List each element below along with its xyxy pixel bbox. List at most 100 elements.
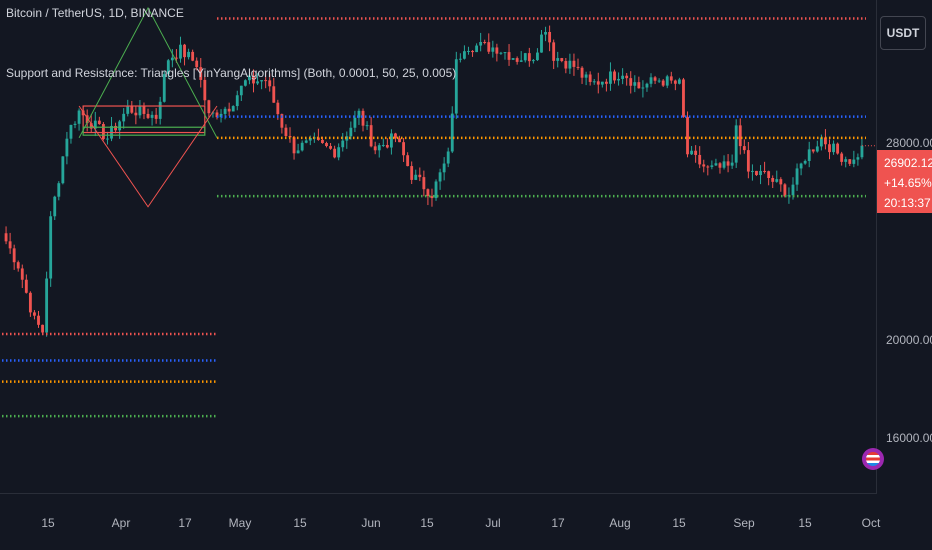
candle-body bbox=[811, 149, 815, 152]
candle-body bbox=[515, 58, 519, 62]
candle-body bbox=[471, 50, 474, 53]
candle-body bbox=[426, 189, 430, 197]
candle-body bbox=[142, 105, 146, 114]
candle-body bbox=[450, 113, 454, 152]
candle-body bbox=[49, 216, 53, 279]
candle-body bbox=[122, 113, 126, 122]
candle-body bbox=[832, 143, 835, 153]
candle-body bbox=[718, 163, 722, 168]
candle-body bbox=[609, 71, 612, 84]
candle-body bbox=[170, 57, 174, 61]
candle-body bbox=[239, 85, 243, 96]
candle-body bbox=[779, 179, 783, 185]
candle-body bbox=[511, 58, 515, 60]
candle-body bbox=[686, 116, 689, 155]
candle-body bbox=[576, 66, 580, 68]
indicator-legend[interactable]: Support and Resistance: Triangles [YinYa… bbox=[6, 66, 457, 80]
candle-body bbox=[28, 292, 32, 313]
time-label: 15 bbox=[798, 516, 812, 530]
candle-body bbox=[799, 163, 803, 169]
candle-body bbox=[499, 52, 503, 54]
candle-body bbox=[828, 144, 831, 153]
price-change: +14.65% bbox=[884, 176, 932, 190]
candle-body bbox=[195, 60, 199, 68]
candle-body bbox=[629, 78, 633, 86]
time-label: 15 bbox=[672, 516, 686, 530]
range-box bbox=[82, 105, 206, 134]
candle-body bbox=[653, 77, 657, 81]
candle-body bbox=[394, 133, 397, 139]
candle-body bbox=[746, 150, 750, 172]
candle-body bbox=[759, 170, 762, 176]
candle-body bbox=[714, 163, 718, 166]
candle-body bbox=[637, 82, 641, 89]
candle-body bbox=[252, 75, 255, 84]
candle-body bbox=[296, 150, 300, 154]
candle-body bbox=[130, 106, 134, 113]
candle-body bbox=[134, 112, 138, 116]
candle-body bbox=[215, 112, 219, 118]
candle-body bbox=[268, 80, 272, 87]
time-label: Oct bbox=[861, 516, 881, 530]
candle-body bbox=[536, 52, 539, 61]
bar-countdown: 20:13:37 bbox=[884, 196, 931, 210]
candle-body bbox=[848, 159, 852, 164]
candle-body bbox=[166, 60, 170, 75]
candle-body bbox=[24, 279, 28, 293]
candle-body bbox=[16, 262, 20, 269]
candle-body bbox=[260, 80, 264, 82]
candle-body bbox=[742, 146, 746, 151]
symbol-title[interactable]: Bitcoin / TetherUS, 1D, BINANCE bbox=[6, 6, 184, 20]
candle-body bbox=[304, 140, 308, 143]
candle-body bbox=[349, 127, 353, 137]
candle-body bbox=[280, 114, 284, 128]
candle-body bbox=[852, 159, 856, 164]
candle-body bbox=[665, 76, 669, 86]
time-label: 15 bbox=[420, 516, 434, 530]
candle-body bbox=[414, 174, 418, 180]
candle-body bbox=[199, 67, 203, 80]
candle-body bbox=[61, 156, 65, 184]
candle-body bbox=[243, 80, 247, 86]
candle-body bbox=[860, 145, 864, 158]
candle-body bbox=[402, 142, 405, 156]
candle-body bbox=[580, 67, 584, 78]
price-label: 16000.00 bbox=[886, 431, 932, 445]
time-label: Sep bbox=[733, 516, 755, 530]
candle-body bbox=[430, 196, 434, 199]
candle-body bbox=[191, 51, 195, 61]
candle-body bbox=[207, 100, 211, 114]
candle-body bbox=[365, 125, 369, 127]
time-label: Apr bbox=[111, 516, 131, 530]
currency-button[interactable]: USDT bbox=[880, 16, 926, 50]
candle-body bbox=[548, 31, 552, 43]
candle-body bbox=[89, 123, 93, 129]
candle-body bbox=[389, 133, 393, 148]
candle-body bbox=[755, 170, 758, 176]
candle-body bbox=[730, 162, 734, 166]
candle-body bbox=[454, 59, 458, 114]
candle-body bbox=[341, 140, 345, 148]
candle-body bbox=[706, 166, 710, 168]
candle-body bbox=[702, 164, 706, 167]
candle-body bbox=[321, 139, 324, 144]
candle-body bbox=[235, 95, 239, 107]
candle-body bbox=[487, 42, 491, 52]
candle-body bbox=[329, 146, 332, 149]
candle-body bbox=[126, 106, 130, 114]
flag-icon[interactable] bbox=[862, 448, 884, 470]
candle-body bbox=[751, 170, 754, 172]
candle-body bbox=[734, 125, 738, 163]
range-box bbox=[82, 126, 206, 136]
candle-body bbox=[101, 124, 105, 140]
candle-body bbox=[138, 105, 142, 116]
candle-body bbox=[519, 60, 523, 62]
last-price-badge: 26902.12 +14.65% 20:13:37 bbox=[877, 150, 932, 213]
candle-body bbox=[763, 170, 767, 172]
candle-body bbox=[77, 110, 81, 124]
candle-body bbox=[544, 31, 547, 35]
candle-body bbox=[223, 108, 227, 114]
candle-body bbox=[645, 83, 649, 88]
candle-body bbox=[844, 159, 848, 162]
